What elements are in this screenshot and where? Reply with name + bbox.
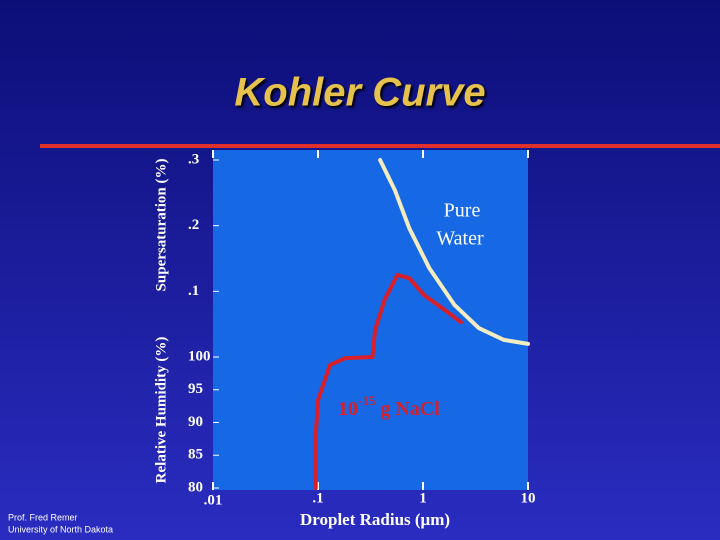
y-axis-label: Relative Humidity (%)	[153, 337, 169, 484]
x-tick-label: .1	[312, 490, 323, 506]
curve	[313, 355, 375, 490]
annotation-rest: g NaCl	[375, 398, 440, 420]
plot-area	[213, 150, 528, 490]
credit: University of North Dakota	[8, 524, 113, 534]
annotation: Pure	[444, 200, 481, 222]
y2-axis-label: Supersaturation (%)	[153, 159, 169, 292]
x-tick-label: 1	[419, 490, 427, 506]
credit: Prof. Fred Remer	[8, 512, 78, 522]
y-tick-label: 100	[188, 348, 211, 364]
curve	[378, 158, 530, 346]
annotation: 10-15 g NaCl	[338, 393, 440, 420]
y2-tick-label: .2	[188, 217, 199, 233]
annotation: Water	[436, 228, 484, 250]
y2-tick-label: .1	[188, 283, 199, 299]
y-tick-label: 85	[188, 447, 203, 463]
title: Kohler Curve	[234, 71, 485, 115]
annotation-base: 10	[338, 398, 358, 420]
y-tick-label: 90	[188, 414, 203, 430]
x-tick-label: 10	[521, 490, 536, 506]
y-tick-label: 80	[188, 479, 203, 495]
x-axis-label: Droplet Radius (μm)	[300, 510, 450, 529]
y2-tick-label: .3	[188, 151, 199, 167]
x-tick-label: .01	[204, 492, 223, 508]
y-tick-label: 95	[188, 381, 203, 397]
curve	[370, 272, 463, 359]
annotation-exponent: -15	[358, 393, 376, 408]
